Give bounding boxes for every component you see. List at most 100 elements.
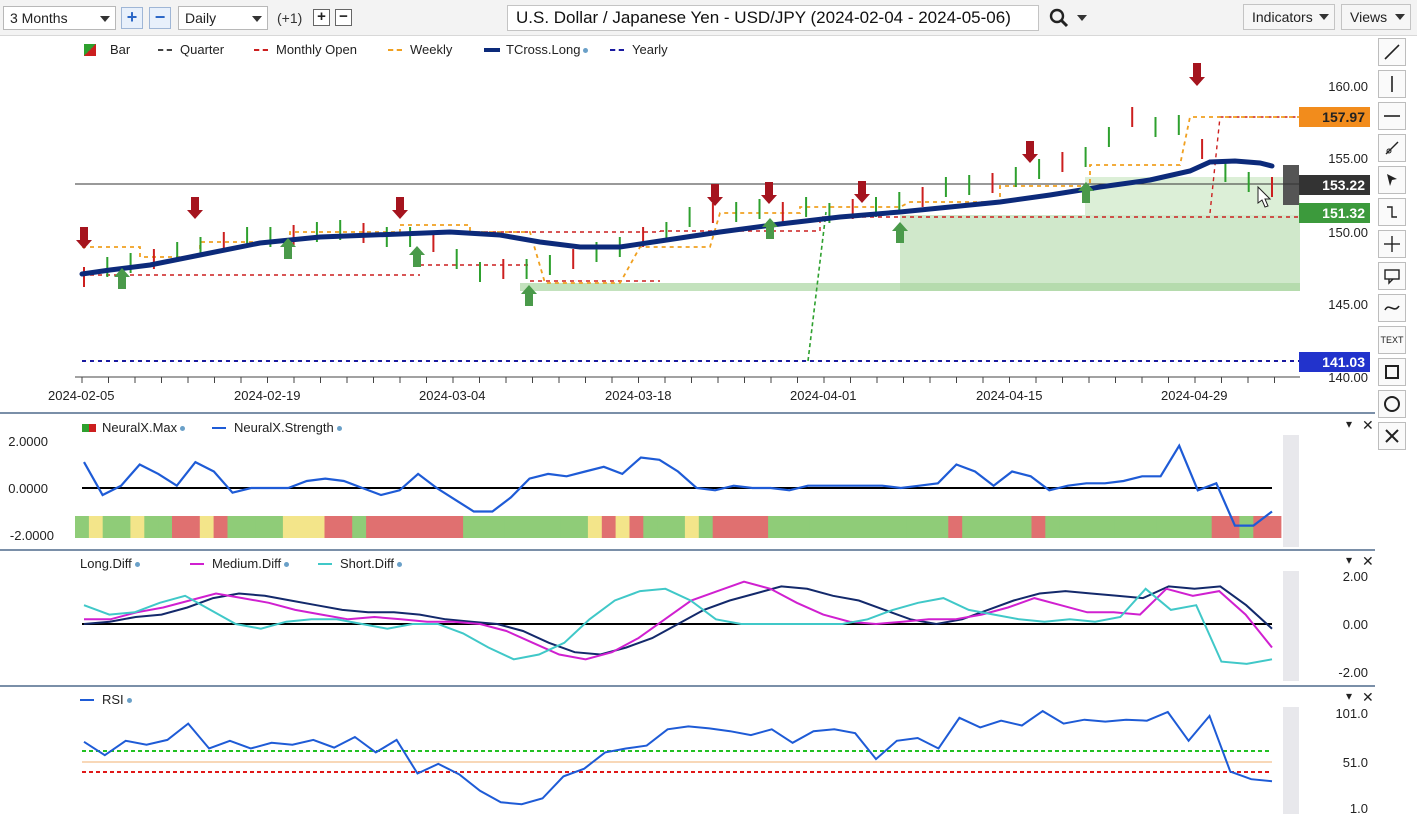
indicators-button[interactable]: Indicators [1243, 4, 1335, 30]
curve-tool[interactable] [1378, 294, 1406, 322]
legend-weekly-label: Weekly [410, 42, 453, 57]
pane-divider[interactable] [0, 685, 1375, 687]
text-tool[interactable]: TEXT [1378, 326, 1406, 354]
symbol-title-field[interactable]: U.S. Dollar / Japanese Yen - USD/JPY (20… [507, 5, 1039, 31]
scroll-thumb[interactable] [1283, 165, 1299, 205]
date-label: 2024-03-18 [605, 388, 672, 403]
neuralx-max-bar [1211, 516, 1226, 538]
price-pane[interactable]: Bar Quarter Monthly Open Weekly TCross.L… [0, 37, 1375, 412]
monthly-open-swatch [254, 49, 268, 51]
pane-divider[interactable] [0, 412, 1375, 414]
diff-scroll-track[interactable] [1283, 571, 1299, 681]
neuralx-scroll-track[interactable] [1283, 435, 1299, 547]
rsi-scroll-track[interactable] [1283, 707, 1299, 814]
ray-tool[interactable] [1378, 134, 1406, 162]
search-icon[interactable] [1049, 8, 1069, 28]
ellipse-tool[interactable] [1378, 390, 1406, 418]
drawing-tools: TEXT [1376, 36, 1409, 456]
settings-dot-icon [126, 698, 132, 704]
price-label: 145.00 [1328, 297, 1368, 312]
neuralx-max-bar [435, 516, 450, 538]
neuralx-max-bar [199, 516, 215, 538]
period-select[interactable]: 3 Months [3, 6, 116, 30]
neuralx-max-bar [269, 516, 284, 538]
neuralx-max-bar [892, 516, 908, 538]
pointer-icon [1387, 174, 1397, 186]
neuralx-max-bar [1017, 516, 1032, 538]
circle-icon [1384, 396, 1400, 412]
rsi-scale-label: 101.0 [1335, 706, 1368, 721]
zoom-in-button[interactable]: + [121, 7, 143, 29]
close-pane-icon[interactable]: ✕ [1362, 417, 1374, 433]
rectangle-tool[interactable] [1378, 358, 1406, 386]
neuralx-max-bar [601, 516, 617, 538]
views-button[interactable]: Views [1341, 4, 1411, 30]
legend-long-diff-label: Long.Diff [80, 556, 132, 571]
neuralx-max-bar [976, 516, 991, 538]
neuralx-max-bar [490, 516, 506, 538]
short-diff-line [83, 587, 1273, 665]
legend-neuralx-strength-label: NeuralX.Strength [234, 420, 334, 435]
price-label: 140.00 [1328, 370, 1368, 385]
neuralx-max-bar [643, 516, 658, 538]
chevron-down-icon [1395, 14, 1405, 20]
ray-icon [1385, 141, 1399, 155]
neuralx-max-bar [574, 516, 589, 538]
interval-select-value: Daily [185, 10, 217, 26]
pane-menu-icon[interactable]: ▾ [1346, 553, 1353, 567]
pointer-tool[interactable] [1378, 166, 1406, 194]
rsi-pane[interactable]: RSI ▾ ✕ 101.0 51.0 1.0 [0, 687, 1375, 814]
legend-tcross-text: TCross.Long [506, 41, 589, 59]
yearly-price-tag: 141.03 [1299, 352, 1370, 372]
neuralx-max-bar [102, 516, 117, 538]
horizontal-line-tool[interactable] [1378, 102, 1406, 130]
chevron-down-icon [1319, 14, 1329, 20]
diff-chart [82, 571, 1299, 681]
callout-tool[interactable] [1378, 262, 1406, 290]
quarter-zone [900, 215, 1300, 291]
delete-drawings-tool[interactable] [1378, 422, 1406, 450]
neuralx-max-bar [324, 516, 339, 538]
neuralx-pane[interactable]: NeuralX.Max NeuralX.Strength ▾ ✕ 2.0000 … [0, 415, 1375, 550]
neuralx-max-bar [1170, 516, 1185, 538]
settings-dot-icon [583, 48, 589, 54]
mouse-cursor-icon [1257, 185, 1272, 208]
symbol-title-text: U.S. Dollar / Japanese Yen - USD/JPY (20… [516, 8, 1011, 27]
interval-select[interactable]: Daily [178, 6, 268, 30]
close-pane-icon[interactable]: ✕ [1362, 689, 1374, 705]
neuralx-max-bar [851, 516, 866, 538]
neuralx-max-bar [615, 516, 630, 538]
legend-yearly-label: Yearly [632, 42, 668, 57]
zoom-out-button[interactable]: − [149, 7, 171, 29]
neuralx-max-bar [629, 516, 644, 538]
price-label: 160.00 [1328, 79, 1368, 94]
neuralx-scale-label: 0.0000 [8, 481, 48, 496]
remove-offset-button[interactable]: − [335, 9, 352, 26]
step-tool[interactable] [1378, 198, 1406, 226]
neuralx-max-bar [671, 516, 686, 538]
vertical-line-tool[interactable] [1378, 70, 1406, 98]
close-pane-icon[interactable]: ✕ [1362, 553, 1374, 569]
neuralx-max-bar [407, 516, 422, 538]
diff-scale-label: -2.00 [1338, 665, 1368, 680]
pane-menu-icon[interactable]: ▾ [1346, 689, 1353, 703]
pane-divider[interactable] [0, 549, 1375, 551]
search-dropdown-icon[interactable] [1077, 15, 1087, 21]
neuralx-max-bar [88, 516, 104, 538]
sell-signal-arrows [76, 63, 1205, 249]
crosshair-tool[interactable] [1378, 230, 1406, 258]
neuralx-max-bar [282, 516, 298, 538]
trendline-tool[interactable] [1378, 38, 1406, 66]
weekly-lines [82, 116, 1300, 284]
diff-pane[interactable]: Long.Diff Medium.Diff Short.Diff ▾ ✕ 2.0… [0, 551, 1375, 685]
neuralx-max-bar [130, 516, 145, 538]
offset-label: (+1) [277, 10, 303, 26]
neuralx-max-bar [1031, 516, 1046, 538]
indicators-label: Indicators [1252, 9, 1313, 25]
monthly-open-lines [82, 116, 1300, 282]
add-offset-button[interactable]: + [313, 9, 330, 26]
neuralx-max-bar [463, 516, 478, 538]
yearly-swatch [610, 49, 624, 51]
legend-monthly-open-label: Monthly Open [276, 42, 357, 57]
pane-menu-icon[interactable]: ▾ [1346, 417, 1353, 431]
